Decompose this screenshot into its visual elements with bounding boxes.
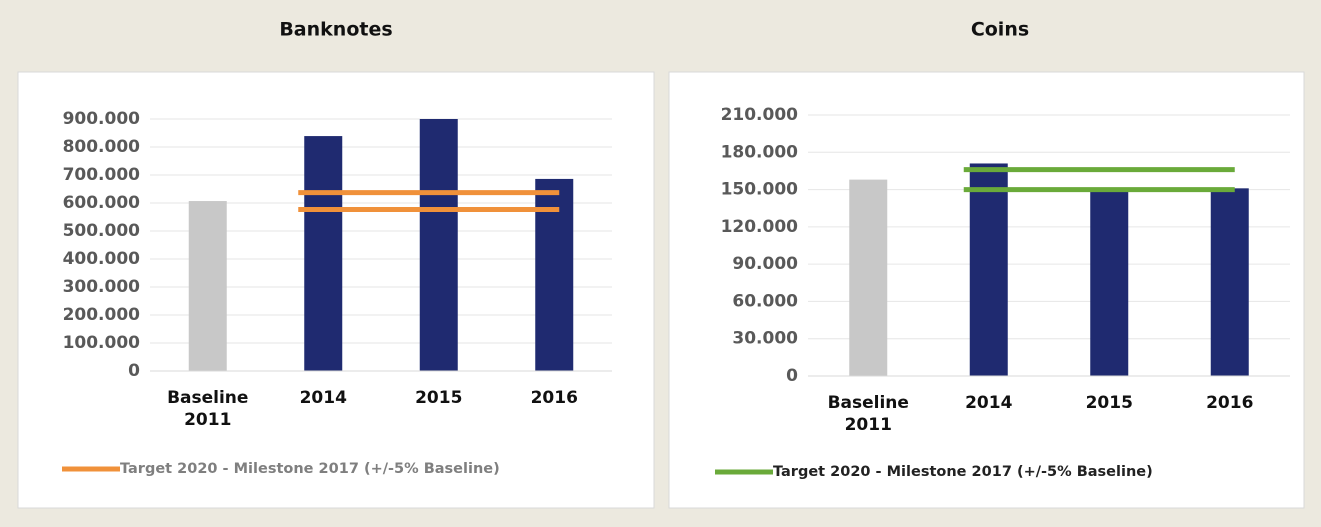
y-tick-label: 90.000 xyxy=(732,254,798,274)
x-tick-label: 2016 xyxy=(531,388,578,408)
y-tick-label: 30.000 xyxy=(732,329,798,349)
y-tick-label: 0 xyxy=(786,366,798,386)
x-tick-label: 2016 xyxy=(1206,393,1253,413)
y-tick-label: 120.000 xyxy=(721,217,799,237)
x-tick-label: Baseline 2011 xyxy=(167,388,248,430)
y-tick-label: 150.000 xyxy=(721,180,799,200)
legend-label: Target 2020 - Milestone 2017 (+/-5% Base… xyxy=(773,464,1153,480)
bar xyxy=(419,119,458,371)
x-tick-label: 2014 xyxy=(300,388,347,408)
y-tick-label: 0 xyxy=(128,361,140,381)
y-tick-label: 60.000 xyxy=(732,291,798,311)
y-tick-label: 900.000 xyxy=(63,109,141,129)
legend-label: Target 2020 - Milestone 2017 (+/-5% Base… xyxy=(120,461,500,477)
x-tick-label: 2015 xyxy=(1086,393,1133,413)
y-tick-label: 210.000 xyxy=(721,105,799,125)
chart-title: Coins xyxy=(971,19,1029,41)
y-tick-label: 700.000 xyxy=(63,165,141,185)
y-tick-label: 400.000 xyxy=(63,249,141,269)
y-tick-label: 100.000 xyxy=(63,333,141,353)
bar xyxy=(969,163,1008,376)
y-tick-label: 800.000 xyxy=(63,137,141,157)
bar xyxy=(304,136,343,371)
x-tick-label: Baseline 2011 xyxy=(828,393,909,435)
y-tick-label: 200.000 xyxy=(63,305,141,325)
x-tick-label: 2015 xyxy=(415,388,462,408)
bar xyxy=(188,201,227,371)
y-tick-label: 500.000 xyxy=(63,221,141,241)
x-tick-label: 2014 xyxy=(965,393,1012,413)
bar xyxy=(849,179,888,376)
bar xyxy=(1090,189,1129,376)
y-tick-label: 600.000 xyxy=(63,193,141,213)
y-tick-label: 300.000 xyxy=(63,277,141,297)
chart-title: Banknotes xyxy=(279,19,392,41)
bar xyxy=(1210,188,1249,376)
y-tick-label: 180.000 xyxy=(721,142,799,162)
